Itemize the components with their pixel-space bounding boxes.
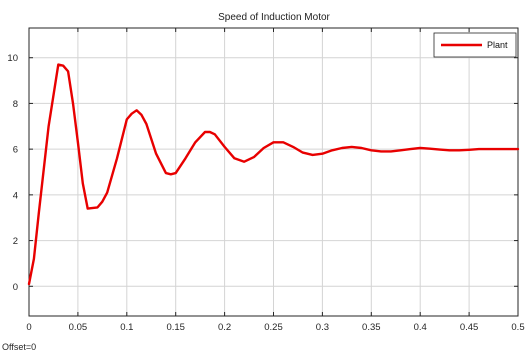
x-tick-label: 0.1 <box>120 322 133 333</box>
x-tick-label: 0.4 <box>414 322 427 333</box>
y-tick-label: 10 <box>7 53 18 64</box>
x-tick-label: 0.25 <box>264 322 283 333</box>
y-tick-label: 4 <box>13 190 18 201</box>
x-tick-label: 0.35 <box>362 322 381 333</box>
y-tick-label: 6 <box>13 145 18 156</box>
chart-title: Speed of Induction Motor <box>218 12 330 23</box>
y-axis: 0 2 4 6 8 10 <box>7 53 518 293</box>
x-tick-label: 0.5 <box>511 322 524 333</box>
x-tick-label: 0 <box>26 322 31 333</box>
y-tick-label: 8 <box>13 99 18 110</box>
y-tick-label: 0 <box>13 282 18 293</box>
legend-label-plant: Plant <box>487 40 508 50</box>
x-tick-label: 0.45 <box>460 322 479 333</box>
grid <box>29 28 518 316</box>
x-tick-label: 0.15 <box>166 322 185 333</box>
x-axis: 0 0.05 0.1 0.15 0.2 0.25 0.3 0.35 0.4 0.45 0.5 <box>26 28 525 333</box>
series-layer <box>27 63 520 286</box>
offset-label: Offset=0 <box>2 342 36 352</box>
y-tick-label: 2 <box>13 236 18 247</box>
legend: Plant <box>433 32 517 58</box>
x-tick-label: 0.3 <box>316 322 329 333</box>
x-tick-label: 0.2 <box>218 322 231 333</box>
x-tick-label: 0.05 <box>69 322 88 333</box>
series-line-plant <box>27 63 520 286</box>
